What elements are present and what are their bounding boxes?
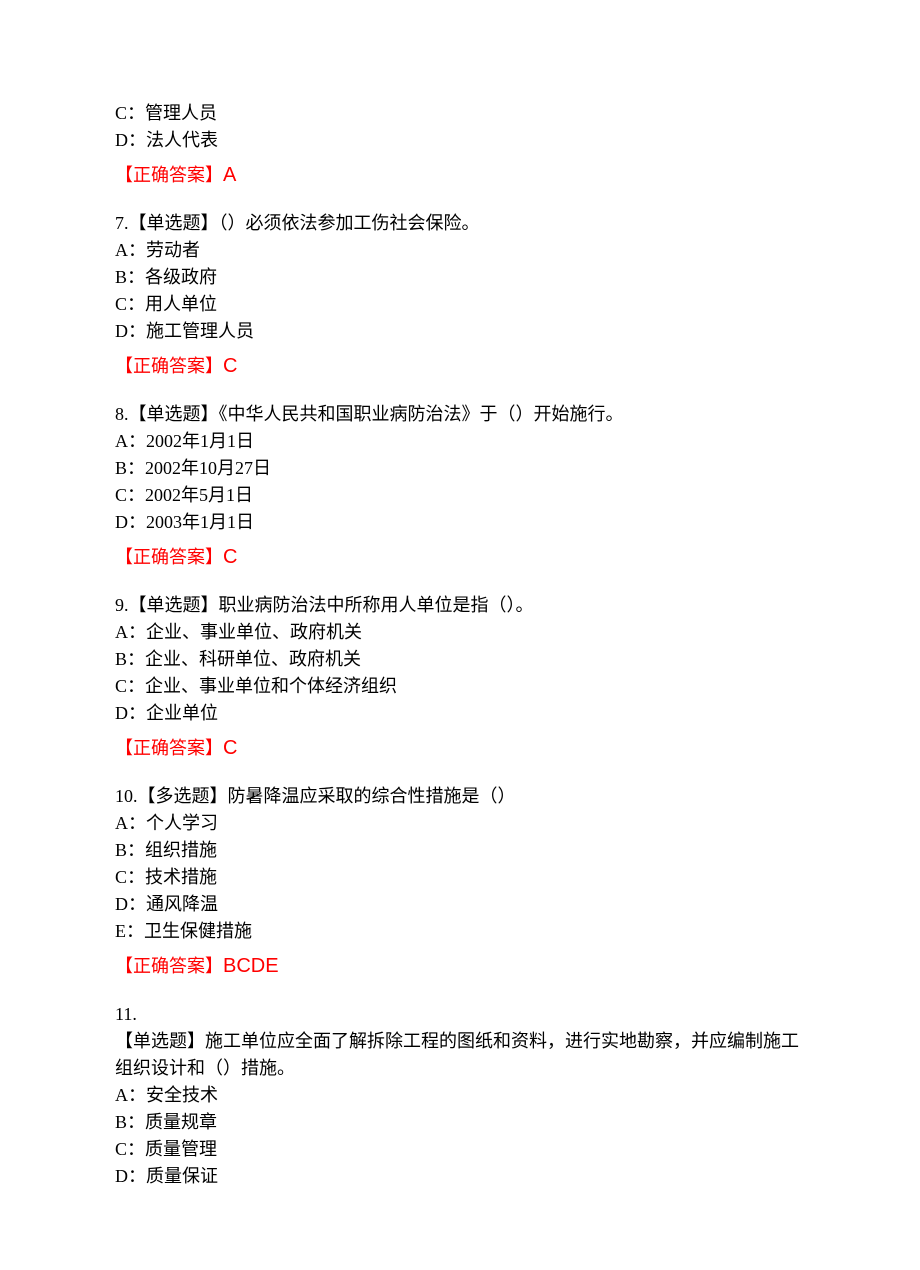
question-stem: 7.【单选题】（）必须依法参加工伤社会保险。 — [115, 210, 805, 237]
correct-answer: 【正确答案】C — [115, 351, 805, 381]
question-stem-line1: 11. — [115, 1001, 805, 1028]
answer-label: 【正确答案】 — [115, 356, 223, 376]
option-b: B：企业、科研单位、政府机关 — [115, 646, 805, 673]
option-b: B：质量规章 — [115, 1109, 805, 1136]
option-a: A：劳动者 — [115, 237, 805, 264]
option-d: D：质量保证 — [115, 1163, 805, 1190]
question-7: 7.【单选题】（）必须依法参加工伤社会保险。 A：劳动者 B：各级政府 C：用人… — [115, 210, 805, 381]
question-stem: 8.【单选题】《中华人民共和国职业病防治法》于（）开始施行。 — [115, 401, 805, 428]
question-stem: 9.【单选题】职业病防治法中所称用人单位是指（）。 — [115, 592, 805, 619]
option-c: C：技术措施 — [115, 864, 805, 891]
answer-label: 【正确答案】 — [115, 165, 223, 185]
correct-answer: 【正确答案】BCDE — [115, 951, 805, 981]
option-d: D：施工管理人员 — [115, 318, 805, 345]
answer-label: 【正确答案】 — [115, 956, 223, 976]
option-c: C：企业、事业单位和个体经济组织 — [115, 673, 805, 700]
question-stem-line2: 【单选题】施工单位应全面了解拆除工程的图纸和资料，进行实地勘察，并应编制施工组织… — [115, 1028, 805, 1082]
correct-answer: 【正确答案】C — [115, 733, 805, 763]
question-6-partial: C：管理人员 D：法人代表 【正确答案】A — [115, 100, 805, 190]
option-b: B：各级政府 — [115, 264, 805, 291]
question-8: 8.【单选题】《中华人民共和国职业病防治法》于（）开始施行。 A：2002年1月… — [115, 401, 805, 572]
option-b: B：2002年10月27日 — [115, 455, 805, 482]
option-c: C：质量管理 — [115, 1136, 805, 1163]
correct-answer: 【正确答案】C — [115, 542, 805, 572]
option-c: C：用人单位 — [115, 291, 805, 318]
answer-value: C — [223, 737, 237, 759]
option-e: E：卫生保健措施 — [115, 918, 805, 945]
answer-value: C — [223, 355, 237, 377]
question-9: 9.【单选题】职业病防治法中所称用人单位是指（）。 A：企业、事业单位、政府机关… — [115, 592, 805, 763]
correct-answer: 【正确答案】A — [115, 160, 805, 190]
answer-label: 【正确答案】 — [115, 547, 223, 567]
option-d: D：通风降温 — [115, 891, 805, 918]
answer-label: 【正确答案】 — [115, 738, 223, 758]
question-10: 10.【多选题】防暑降温应采取的综合性措施是（） A：个人学习 B：组织措施 C… — [115, 783, 805, 981]
answer-value: A — [223, 164, 236, 186]
option-a: A：企业、事业单位、政府机关 — [115, 619, 805, 646]
option-a: A：安全技术 — [115, 1082, 805, 1109]
option-a: A：个人学习 — [115, 810, 805, 837]
option-c: C：2002年5月1日 — [115, 482, 805, 509]
option-b: B：组织措施 — [115, 837, 805, 864]
option-c: C：管理人员 — [115, 100, 805, 127]
option-d: D：2003年1月1日 — [115, 509, 805, 536]
question-11: 11. 【单选题】施工单位应全面了解拆除工程的图纸和资料，进行实地勘察，并应编制… — [115, 1001, 805, 1190]
answer-value: C — [223, 546, 237, 568]
answer-value: BCDE — [223, 955, 279, 977]
option-d: D：企业单位 — [115, 700, 805, 727]
option-a: A：2002年1月1日 — [115, 428, 805, 455]
question-stem: 10.【多选题】防暑降温应采取的综合性措施是（） — [115, 783, 805, 810]
option-d: D：法人代表 — [115, 127, 805, 154]
